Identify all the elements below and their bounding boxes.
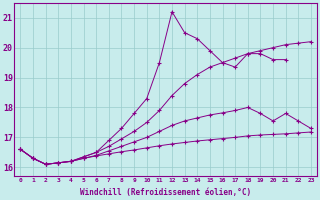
X-axis label: Windchill (Refroidissement éolien,°C): Windchill (Refroidissement éolien,°C) (80, 188, 251, 197)
